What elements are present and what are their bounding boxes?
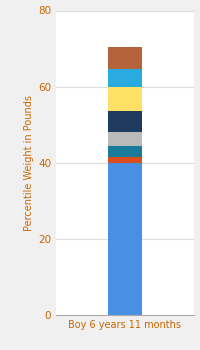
Bar — [108, 47, 142, 70]
Bar — [108, 163, 142, 315]
Bar — [108, 146, 142, 157]
Bar — [108, 70, 142, 87]
Bar — [108, 132, 142, 146]
Y-axis label: Percentile Weight in Pounds: Percentile Weight in Pounds — [24, 95, 34, 231]
Bar — [108, 87, 142, 111]
Bar — [108, 157, 142, 163]
Bar — [108, 111, 142, 132]
